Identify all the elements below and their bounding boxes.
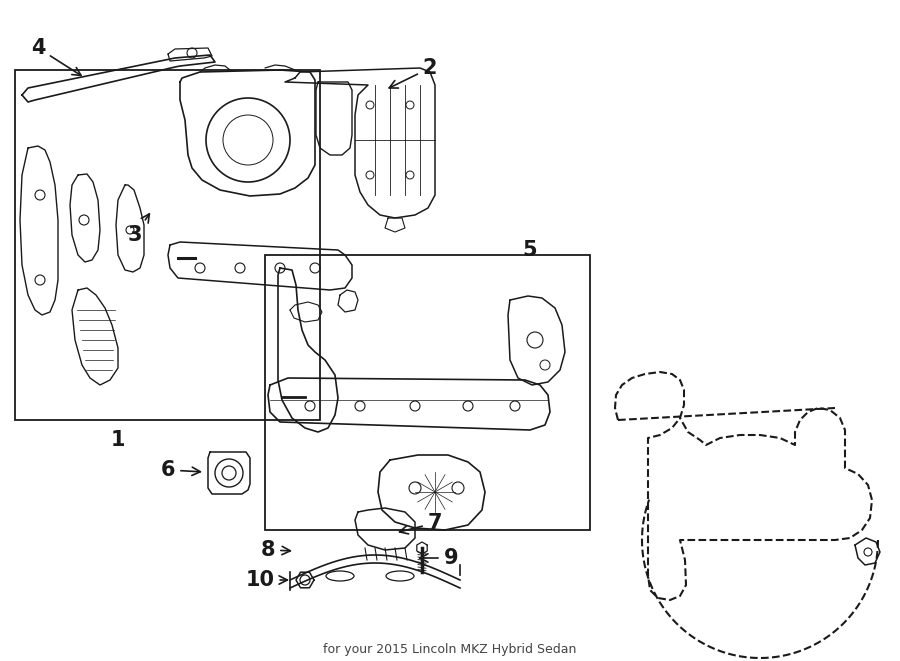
Text: 1: 1 xyxy=(111,430,125,450)
Text: 5: 5 xyxy=(523,240,537,260)
Text: for your 2015 Lincoln MKZ Hybrid Sedan: for your 2015 Lincoln MKZ Hybrid Sedan xyxy=(323,642,577,656)
Bar xyxy=(265,255,590,530)
Text: 2: 2 xyxy=(389,58,437,88)
Text: 9: 9 xyxy=(419,548,458,568)
Bar xyxy=(15,70,320,420)
Text: 6: 6 xyxy=(161,460,201,480)
Text: 7: 7 xyxy=(400,513,442,534)
Text: 3: 3 xyxy=(128,214,149,245)
Text: 10: 10 xyxy=(246,570,287,590)
Text: 8: 8 xyxy=(261,540,291,560)
Text: 4: 4 xyxy=(31,38,81,75)
